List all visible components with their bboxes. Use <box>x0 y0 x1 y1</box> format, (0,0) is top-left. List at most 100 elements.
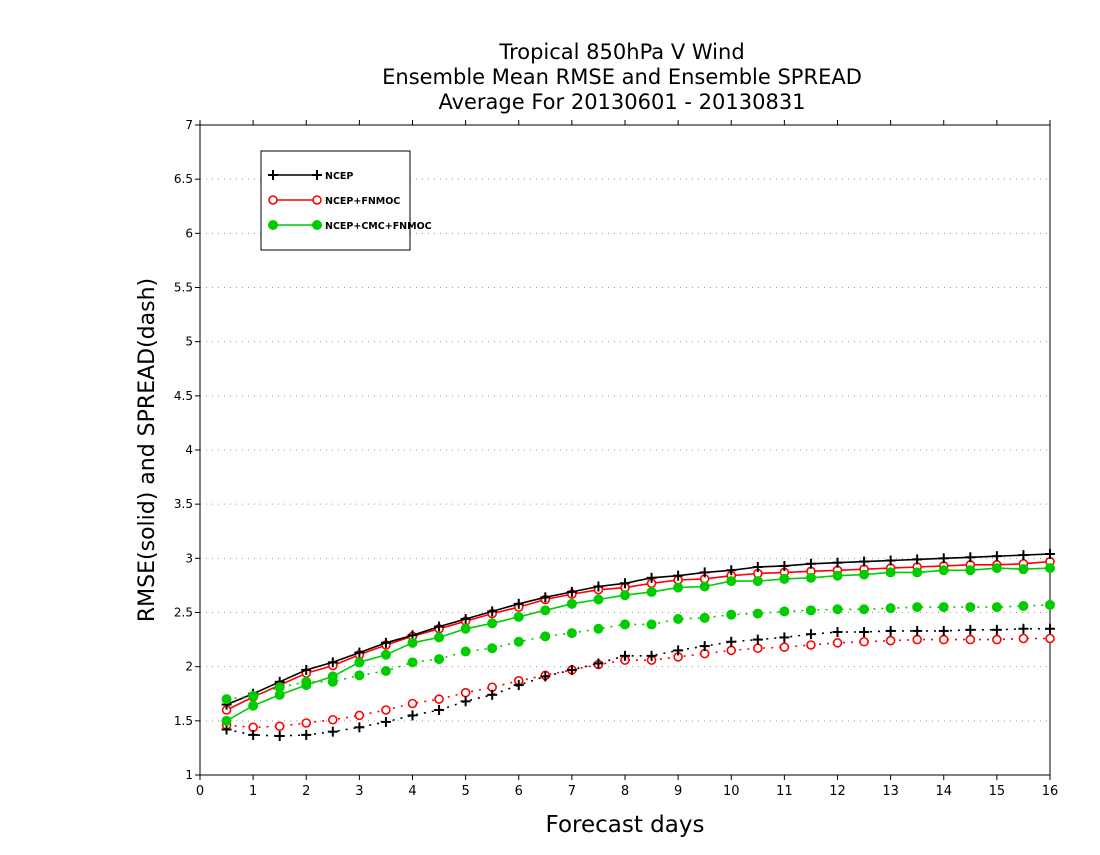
ncep-cmc-fnmoc-spread-point-20 <box>752 608 763 619</box>
ncep-cmc-fnmoc-spread-point-16 <box>646 619 657 630</box>
x-tick-label-9: 9 <box>674 784 682 799</box>
ncep-fnmoc-spread-point-8 <box>434 694 444 704</box>
ncep-rmse-point-6 <box>380 637 391 648</box>
ncep-spread-point-0 <box>221 724 232 735</box>
ncep-spread-point-4 <box>327 726 338 737</box>
ncep-fnmoc-spread-point-29 <box>992 634 1002 645</box>
ncep-cmc-fnmoc-rmse-point-15 <box>620 590 630 601</box>
ncep-rmse-point-5 <box>354 647 365 658</box>
ncep-rmse-point-28 <box>965 552 976 563</box>
ncep-spread-point-6 <box>380 716 391 727</box>
y-tick-label-3: 2.5 <box>174 606 193 620</box>
ncep-cmc-fnmoc-spread-point-13 <box>566 628 577 639</box>
ncep-cmc-fnmoc-rmse-point-24 <box>859 569 870 580</box>
y-tick-label-6: 4 <box>185 443 193 457</box>
ncep-cmc-fnmoc-spread-line <box>226 604 1051 700</box>
x-tick-label-13: 13 <box>882 784 899 799</box>
x-axis-label: Forecast days <box>546 812 705 838</box>
ncep-spread-point-16 <box>646 650 657 661</box>
ncep-fnmoc-spread-point-2 <box>274 721 285 732</box>
ncep-rmse-point-27 <box>938 553 949 564</box>
ncep-fnmoc-spread-point-4 <box>328 714 338 725</box>
ncep-spread-point-3 <box>301 729 312 740</box>
x-tick-label-0: 0 <box>196 784 204 799</box>
y-tick-label-8: 5 <box>185 335 193 349</box>
ncep-cmc-fnmoc-rmse-point-21 <box>779 573 790 584</box>
ncep-cmc-fnmoc-spread-point-15 <box>620 619 630 630</box>
ncep-rmse-point-3 <box>301 664 312 675</box>
ncep-cmc-fnmoc-spread-point-11 <box>513 636 524 647</box>
ncep-fnmoc-spread-point-3 <box>301 718 312 728</box>
ncep-cmc-fnmoc-rmse-point-30 <box>1018 564 1029 575</box>
x-tick-label-10: 10 <box>723 784 740 799</box>
ncep-rmse-point-19 <box>726 565 737 576</box>
ncep-cmc-fnmoc-spread-point-25 <box>885 603 896 614</box>
ncep-spread-point-10 <box>487 689 498 700</box>
ncep-cmc-fnmoc-spread-point-14 <box>593 623 604 634</box>
ncep-cmc-fnmoc-rmse-point-19 <box>726 576 737 587</box>
ncep-fnmoc-spread-line <box>226 637 1050 729</box>
ncep-rmse-point-25 <box>885 555 896 566</box>
ncep-cmc-fnmoc-rmse-point-16 <box>646 586 657 597</box>
ncep-rmse-point-21 <box>779 560 790 571</box>
ncep-rmse-point-15 <box>620 578 630 589</box>
ncep-cmc-fnmoc-rmse-point-6 <box>380 649 391 660</box>
x-tick-label-6: 6 <box>515 784 523 799</box>
ncep-spread-point-9 <box>460 696 471 707</box>
legend-marker-right-ncep <box>312 170 322 180</box>
ncep-cmc-fnmoc-rmse-point-9 <box>460 623 471 634</box>
x-axis-ticks: 0 1 2 3 4 5 6 7 8 9 10 11 12 13 14 15 16 <box>196 120 1058 799</box>
ncep-fnmoc-spread-point-21 <box>779 642 790 652</box>
legend-marker-left-ncep-fnmoc <box>268 195 278 205</box>
ncep-fnmoc-spread-point-28 <box>965 634 976 645</box>
ncep-cmc-fnmoc-spread-point-5 <box>354 670 365 681</box>
y-tick-label-1: 1.5 <box>174 714 193 728</box>
ncep-spread-point-29 <box>991 624 1002 635</box>
ncep-cmc-fnmoc-rmse-point-0 <box>221 715 232 726</box>
legend-label-ncep: NCEP <box>325 171 353 182</box>
ncep-spread-point-18 <box>699 641 710 652</box>
ncep-spread-point-31 <box>1045 623 1055 634</box>
ncep-rmse-point-11 <box>513 598 524 609</box>
ncep-cmc-fnmoc-spread-point-7 <box>407 657 418 668</box>
title-line-3: Average For 20130601 - 20130831 <box>438 90 805 114</box>
ncep-rmse-line <box>226 553 1051 706</box>
ncep-cmc-fnmoc-rmse-point-11 <box>513 611 524 622</box>
ncep-spread-point-2 <box>274 731 285 741</box>
ncep-cmc-fnmoc-rmse-point-23 <box>832 570 843 581</box>
chart-title: Tropical 850hPa V Wind Ensemble Mean RMS… <box>382 40 862 114</box>
ncep-cmc-fnmoc-spread-point-17 <box>673 614 684 624</box>
ncep-fnmoc-spread-point-19 <box>726 645 737 656</box>
ncep-cmc-fnmoc-spread-point-0 <box>221 694 232 705</box>
ncep-spread-point-22 <box>805 629 816 640</box>
x-tick-label-1: 1 <box>249 784 257 799</box>
ncep-rmse-point-12 <box>540 592 551 603</box>
y-tick-label-9: 5.5 <box>174 281 193 295</box>
x-tick-label-7: 7 <box>568 784 576 799</box>
ncep-cmc-fnmoc-rmse-point-18 <box>699 581 710 592</box>
ncep-cmc-fnmoc-spread-point-28 <box>965 602 976 613</box>
ncep-fnmoc-spread-point-25 <box>885 635 896 646</box>
ncep-spread-point-17 <box>673 645 684 656</box>
ncep-rmse-point-30 <box>1018 550 1029 561</box>
y-tick-label-2: 2 <box>185 660 193 674</box>
x-tick-label-14: 14 <box>935 784 952 799</box>
ncep-spread-point-11 <box>513 680 524 691</box>
ncep-cmc-fnmoc-rmse-point-31 <box>1045 563 1055 574</box>
ncep-rmse-point-14 <box>593 581 604 592</box>
grid <box>200 178 1050 722</box>
x-tick-label-2: 2 <box>302 784 310 799</box>
ncep-cmc-fnmoc-rmse-point-4 <box>327 671 338 682</box>
ncep-rmse-point-26 <box>912 554 923 565</box>
ncep-spread-point-25 <box>885 625 896 636</box>
ncep-cmc-fnmoc-rmse-point-26 <box>912 567 923 578</box>
x-tick-label-5: 5 <box>461 784 469 799</box>
ncep-spread-point-21 <box>779 632 790 643</box>
series-layer <box>221 549 1055 741</box>
ncep-rmse-point-10 <box>487 606 498 617</box>
ncep-spread-point-14 <box>593 658 604 669</box>
y-tick-label-0: 1 <box>185 768 193 782</box>
y-tick-label-10: 6 <box>185 226 193 240</box>
